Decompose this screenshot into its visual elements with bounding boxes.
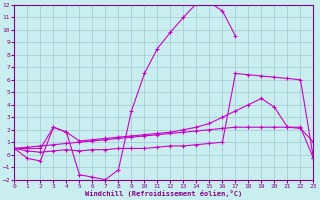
X-axis label: Windchill (Refroidissement éolien,°C): Windchill (Refroidissement éolien,°C) xyxy=(85,190,243,197)
